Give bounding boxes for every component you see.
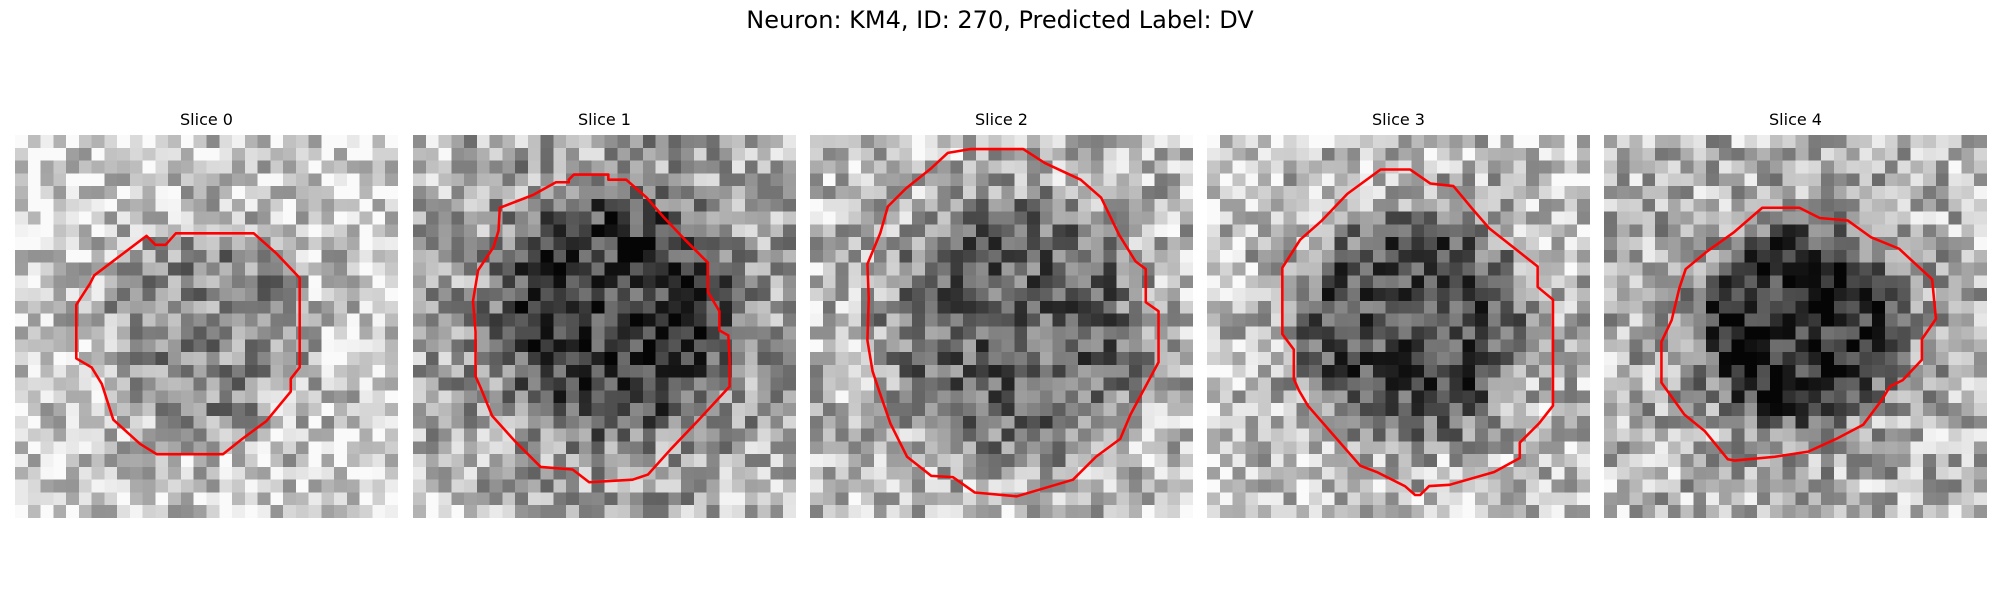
segmentation-contour <box>866 147 1160 498</box>
segmentation-contour <box>1281 168 1555 497</box>
slice-image <box>15 135 398 518</box>
slice-image <box>1207 135 1590 518</box>
slice-image <box>1604 135 1987 518</box>
segmentation-contour <box>471 173 731 484</box>
figure-title: Neuron: KM4, ID: 270, Predicted Label: D… <box>746 6 1254 34</box>
slice-title: Slice 0 <box>180 110 233 129</box>
segmentation-contour <box>75 232 301 456</box>
slice-image <box>413 135 796 518</box>
slice-title: Slice 1 <box>578 110 631 129</box>
slice-title: Slice 3 <box>1372 110 1425 129</box>
slice-image <box>810 135 1193 518</box>
slice-title: Slice 2 <box>975 110 1028 129</box>
segmentation-contour <box>1660 206 1938 462</box>
slice-title: Slice 4 <box>1769 110 1822 129</box>
